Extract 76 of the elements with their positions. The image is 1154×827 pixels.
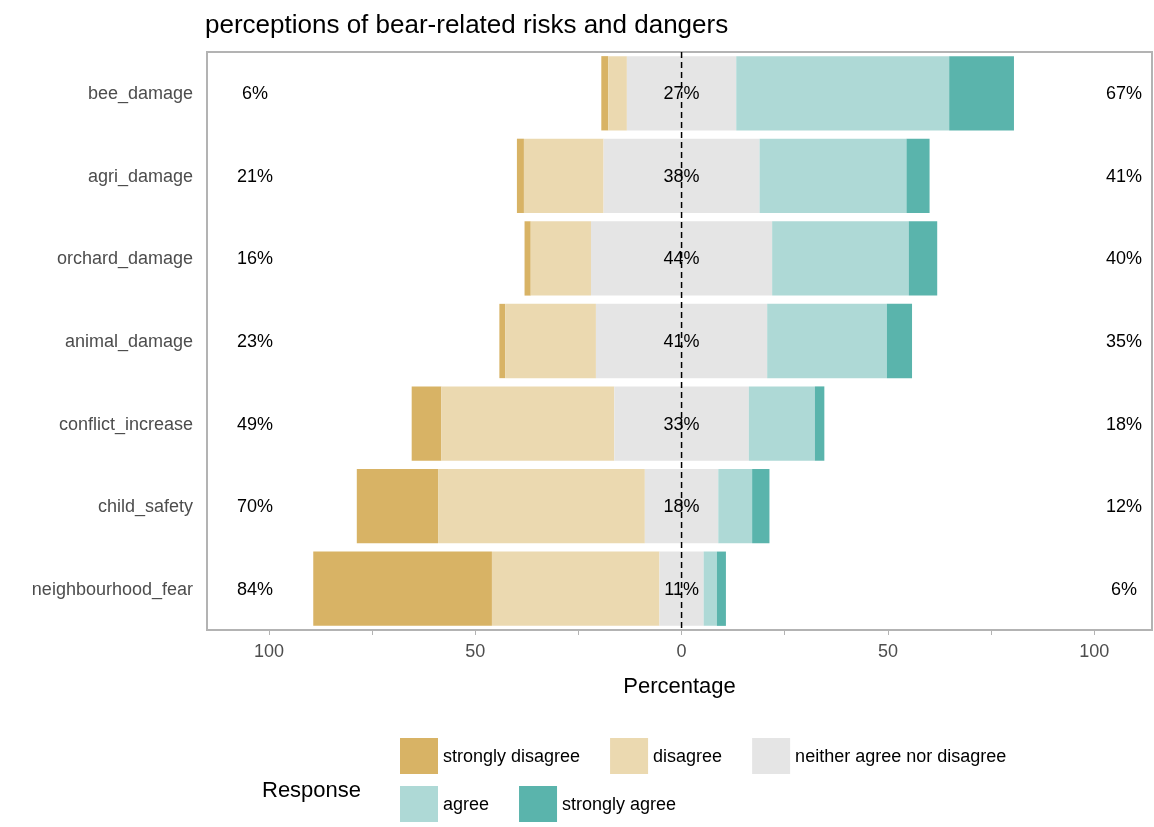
bar: [530, 221, 591, 296]
x-tick-label: 0: [676, 641, 687, 661]
bar: [659, 551, 704, 626]
bar: [718, 468, 753, 544]
bar: [313, 551, 492, 626]
x-tick-label: 50: [465, 641, 486, 661]
bar: [759, 138, 907, 214]
y-tick-label: neighbourhood_fear: [31, 578, 193, 600]
bar: [590, 221, 773, 296]
annotation: 35%: [1105, 331, 1143, 351]
bar: [886, 303, 913, 379]
bar: [716, 551, 726, 626]
bar: [601, 56, 609, 131]
legend-label: agree: [443, 794, 490, 814]
bar: [516, 138, 524, 214]
annotation: 6%: [1110, 578, 1138, 599]
chart-title: perceptions of bear-related risks and dangers: [205, 9, 729, 39]
x-tick-label: 100: [253, 641, 284, 661]
bar: [603, 138, 760, 214]
bar: [644, 468, 719, 544]
annotation: 67%: [1105, 83, 1143, 104]
annotation: 21%: [236, 165, 274, 186]
x-tick-label: 50: [877, 641, 898, 661]
x-tick-label: 100: [1079, 641, 1110, 661]
bar: [703, 551, 717, 626]
data-label: 11%: [664, 578, 699, 599]
y-tick-label: animal_damage: [64, 331, 193, 352]
annotation: 49%: [236, 413, 274, 434]
bar: [748, 386, 815, 461]
annotation: 84%: [236, 578, 274, 599]
annotation: 12%: [1105, 496, 1143, 517]
bar: [438, 468, 645, 544]
legend-title: Response: [262, 776, 362, 802]
y-tick-label: child_safety: [97, 496, 193, 518]
annotation: 6%: [241, 83, 269, 104]
data-label: 41%: [663, 331, 700, 351]
bar: [736, 56, 950, 131]
bar: [499, 303, 506, 379]
bar: [908, 221, 938, 296]
bar: [524, 221, 531, 296]
bar: [491, 551, 660, 626]
data-label: 44%: [663, 248, 700, 269]
annotation: 40%: [1105, 248, 1143, 269]
y-tick-label: conflict_increase: [58, 413, 193, 435]
bar: [356, 468, 439, 544]
x-axis-title: Percentage: [623, 672, 736, 698]
annotation: 23%: [236, 331, 274, 351]
bar: [608, 56, 627, 131]
bar: [814, 386, 825, 461]
legend-label: disagree: [653, 746, 723, 766]
data-label: 38%: [663, 165, 700, 186]
y-tick-label: agri_damage: [87, 165, 193, 187]
bar: [505, 303, 596, 379]
annotation: 16%: [236, 248, 274, 269]
bar: [772, 221, 909, 296]
legend-label: strongly agree: [562, 794, 677, 814]
bar: [626, 56, 737, 131]
bar: [595, 303, 768, 379]
y-tick-label: bee_damage: [87, 83, 193, 105]
data-label: 18%: [663, 496, 700, 517]
bar: [906, 138, 930, 214]
annotation: 41%: [1105, 165, 1143, 186]
annotation: 18%: [1105, 413, 1143, 434]
bar: [441, 386, 615, 461]
legend-label: neither agree nor disagree: [795, 746, 1007, 766]
y-tick-label: orchard_damage: [56, 248, 193, 270]
bar: [767, 303, 887, 379]
bar: [523, 138, 604, 214]
bar: [411, 386, 442, 461]
data-label: 33%: [663, 413, 700, 434]
bar: [752, 468, 770, 544]
annotation: 70%: [236, 496, 274, 517]
data-label: 27%: [663, 83, 700, 104]
bar: [949, 56, 1014, 131]
legend-label: strongly disagree: [443, 746, 581, 766]
bar: [614, 386, 749, 461]
